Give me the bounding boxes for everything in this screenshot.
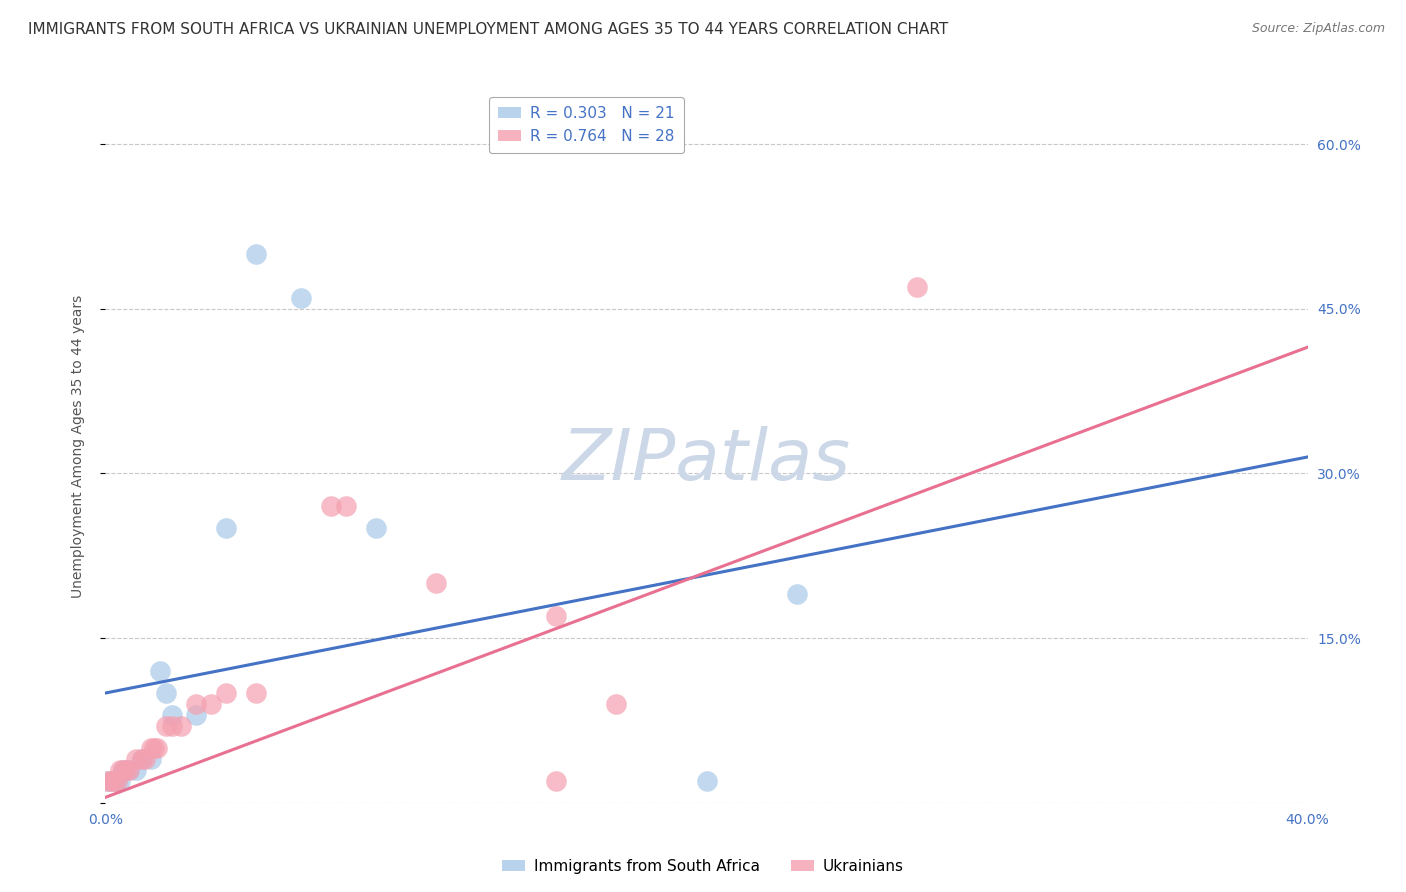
Point [245,247,267,261]
Point [546,609,568,624]
Point [905,280,928,294]
Point [335,500,357,514]
Point [142,740,165,755]
Point [115,763,138,777]
Point [155,719,177,733]
Point [124,763,146,777]
Point [107,773,129,788]
Point [696,773,718,788]
Point [131,752,153,766]
Point [184,708,207,723]
Point [107,773,129,788]
Point [118,763,141,777]
Point [155,686,177,700]
Point [319,500,342,514]
Point [103,773,125,788]
Point [245,686,267,700]
Text: Source: ZipAtlas.com: Source: ZipAtlas.com [1251,22,1385,36]
Y-axis label: Unemployment Among Ages 35 to 44 years: Unemployment Among Ages 35 to 44 years [70,294,84,598]
Point [169,719,191,733]
Point [115,763,138,777]
Point [139,740,162,755]
Point [97,773,120,788]
Point [546,773,568,788]
Point [145,740,167,755]
Text: ZIPatlas: ZIPatlas [562,425,851,495]
Legend: R = 0.303   N = 21, R = 0.764   N = 28: R = 0.303 N = 21, R = 0.764 N = 28 [489,97,683,153]
Point [139,752,162,766]
Point [110,773,132,788]
Legend: Immigrants from South Africa, Ukrainians: Immigrants from South Africa, Ukrainians [496,853,910,880]
Point [290,291,312,305]
Point [425,576,447,591]
Point [214,686,236,700]
Point [605,697,627,711]
Point [148,664,170,678]
Point [160,719,183,733]
Point [112,763,135,777]
Point [103,773,125,788]
Point [184,697,207,711]
Point [131,752,153,766]
Point [97,773,120,788]
Point [110,763,132,777]
Point [364,521,387,535]
Point [214,521,236,535]
Point [786,587,808,601]
Point [112,763,135,777]
Point [124,752,146,766]
Point [100,773,122,788]
Point [134,752,156,766]
Point [100,773,122,788]
Point [118,763,141,777]
Point [160,708,183,723]
Text: IMMIGRANTS FROM SOUTH AFRICA VS UKRAINIAN UNEMPLOYMENT AMONG AGES 35 TO 44 YEARS: IMMIGRANTS FROM SOUTH AFRICA VS UKRAINIA… [28,22,949,37]
Point [200,697,222,711]
